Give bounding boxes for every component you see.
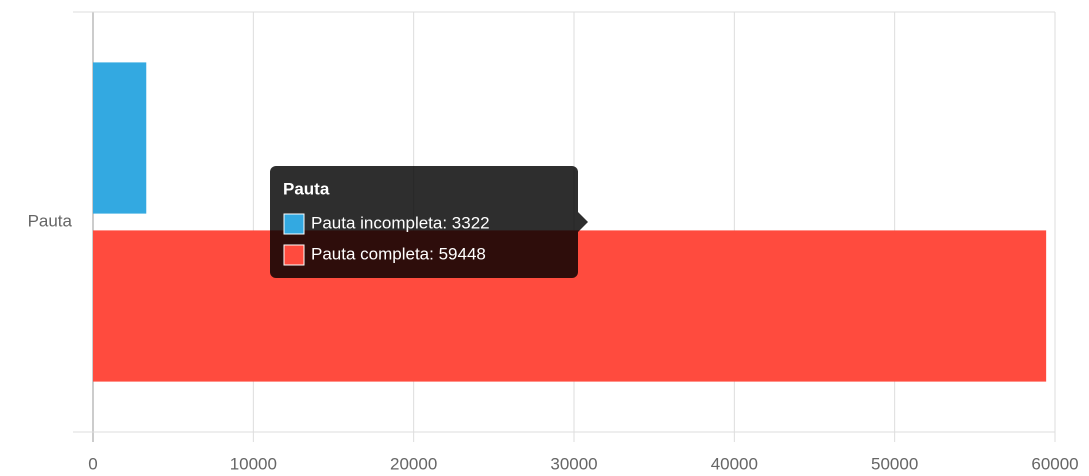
x-tick-label: 50000 bbox=[871, 454, 918, 473]
tooltip: Pauta Pauta incompleta: 3322 Pauta comple… bbox=[270, 166, 588, 278]
tooltip-item: Pauta completa: 59448 bbox=[311, 244, 486, 263]
x-tick-label: 0 bbox=[88, 454, 97, 473]
x-tick-label: 30000 bbox=[550, 454, 597, 473]
x-tick-label: 20000 bbox=[390, 454, 437, 473]
legend-swatch bbox=[283, 244, 305, 266]
tooltip-box bbox=[270, 166, 578, 278]
y-tick-label: Pauta bbox=[28, 211, 73, 230]
x-tick-label: 40000 bbox=[711, 454, 758, 473]
legend-swatch bbox=[283, 213, 305, 235]
tooltip-title: Pauta bbox=[283, 179, 330, 198]
tooltip-caret bbox=[578, 212, 588, 232]
x-tick-label: 60000 bbox=[1031, 454, 1078, 473]
x-tick-label: 10000 bbox=[230, 454, 277, 473]
tooltip-item: Pauta incompleta: 3322 bbox=[311, 213, 490, 232]
bar bbox=[93, 62, 147, 214]
